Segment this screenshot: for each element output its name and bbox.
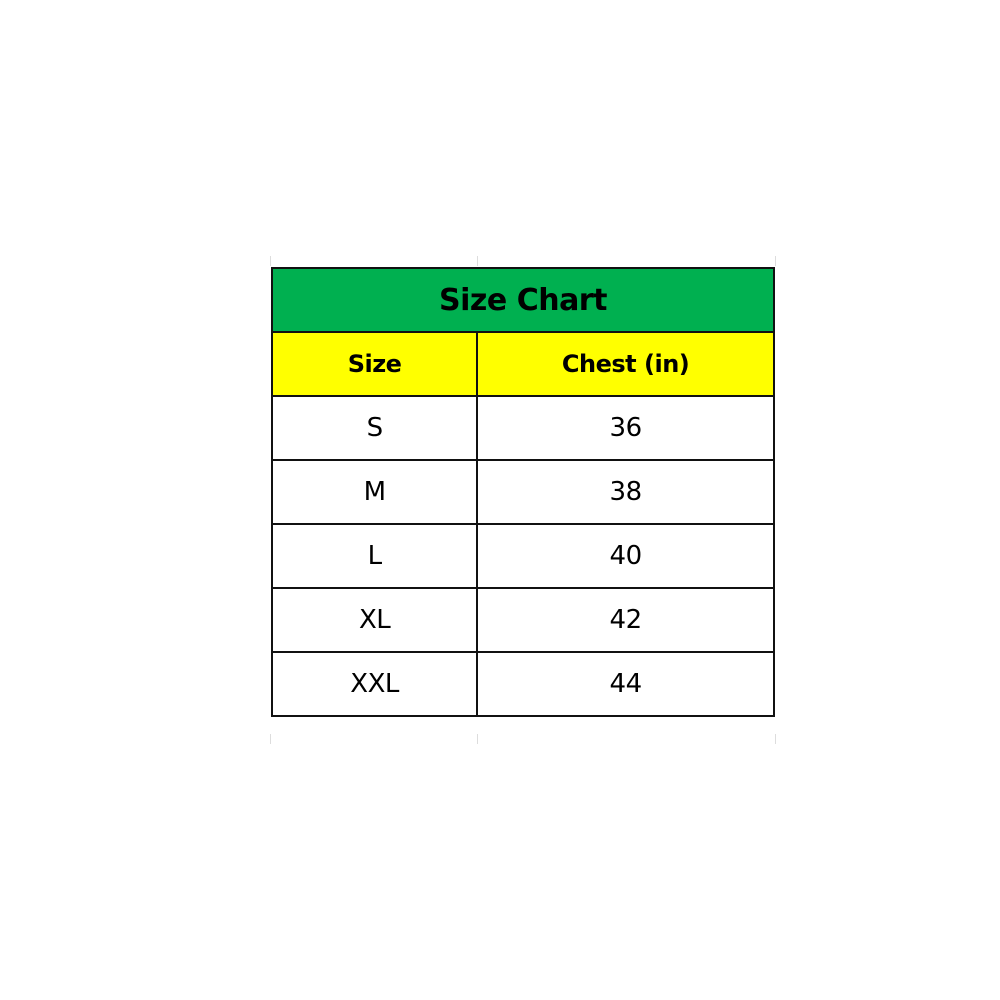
header-row: Size Chest (in) (270, 331, 775, 397)
size-cell: L (270, 523, 479, 589)
chest-cell: 44 (476, 651, 775, 717)
table-title: Size Chart (271, 267, 775, 333)
header-size: Size (270, 331, 479, 397)
table-row: M 38 (270, 459, 775, 525)
chest-cell: 36 (476, 395, 775, 461)
size-cell: XL (270, 587, 479, 653)
table-row: XXL 44 (270, 651, 775, 717)
size-chart-table: Size Chart Size Chest (in) S 36 M 38 L 4… (270, 267, 775, 717)
title-row: Size Chart (271, 267, 775, 333)
size-cell: XXL (270, 651, 479, 717)
gridline-mark (477, 734, 478, 744)
size-cell: S (270, 395, 479, 461)
table-row: XL 42 (270, 587, 775, 653)
chest-cell: 42 (476, 587, 775, 653)
size-cell: M (270, 459, 479, 525)
gridline-mark (775, 734, 776, 744)
chest-cell: 40 (476, 523, 775, 589)
gridline-mark (270, 256, 271, 266)
table-row: S 36 (270, 395, 775, 461)
gridline-mark (775, 256, 776, 266)
gridline-mark (477, 256, 478, 266)
table-row: L 40 (270, 523, 775, 589)
chest-cell: 38 (476, 459, 775, 525)
header-chest: Chest (in) (476, 331, 775, 397)
gridline-mark (270, 734, 271, 744)
